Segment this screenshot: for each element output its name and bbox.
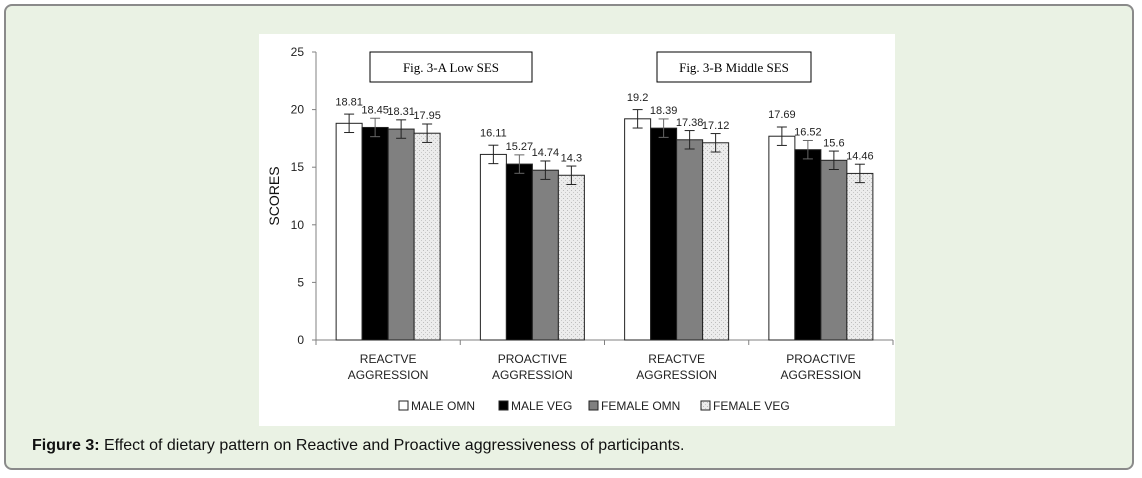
bar-male-veg <box>505 163 533 341</box>
data-label: 17.69 <box>768 109 796 121</box>
legend-swatch <box>588 400 599 411</box>
caption-label: Figure 3: <box>32 437 100 454</box>
data-label: 14.46 <box>846 150 874 162</box>
y-tick-label: 25 <box>291 45 305 59</box>
bar-male-omn <box>479 153 507 341</box>
bar-layer <box>335 109 874 341</box>
legend-swatch <box>398 400 409 411</box>
panel-title-layer: Fig. 3-A Low SES Fig. 3-B Middle SES <box>369 51 812 83</box>
legend-label: MALE VEG <box>511 399 572 413</box>
bar-female-veg <box>846 172 874 341</box>
legend-label: MALE OMN <box>411 399 475 413</box>
legend: MALE OMN MALE VEG FEMALE OMN FEMALE VEG <box>398 399 790 413</box>
axis-layer: 0 5 10 15 20 25 SCORES REACTVE AGGRESSION PROACTI… <box>266 45 894 382</box>
bar-female-omn <box>676 139 704 341</box>
bar-female-omn <box>387 128 415 341</box>
bar-male-omn <box>768 135 796 341</box>
panel-title-box <box>369 51 533 83</box>
y-tick-label: 10 <box>291 218 305 232</box>
figure-caption: Figure 3: Effect of dietary pattern on R… <box>32 437 684 455</box>
data-label: 17.95 <box>413 110 441 122</box>
bar-female-veg <box>413 132 441 341</box>
data-label: 16.52 <box>794 127 822 139</box>
y-tick-label: 15 <box>291 160 305 174</box>
data-label: 17.38 <box>676 117 704 129</box>
bar-female-omn <box>531 169 559 341</box>
chart-panel: 0 5 10 15 20 25 SCORES REACTVE AGGRESSION PROACTI… <box>259 34 895 426</box>
figure-frame: 0 5 10 15 20 25 SCORES REACTVE AGGRESSION PROACTI… <box>4 4 1134 470</box>
data-label: 15.27 <box>506 141 534 153</box>
legend-label: FEMALE VEG <box>713 399 790 413</box>
legend-swatch <box>498 400 509 411</box>
y-axis-title: SCORES <box>266 166 282 225</box>
bar-female-veg <box>557 174 585 341</box>
data-label: 15.6 <box>823 137 844 149</box>
bar-male-veg <box>361 126 389 341</box>
x-category-label: AGGRESSION <box>636 368 717 382</box>
data-label: 18.45 <box>361 104 389 116</box>
data-label: 18.31 <box>387 106 415 118</box>
bar-male-omn <box>335 122 363 341</box>
data-label: 18.39 <box>650 105 678 117</box>
bar-chart: 0 5 10 15 20 25 SCORES REACTVE AGGRESSION PROACTI… <box>266 45 894 413</box>
label-layer: 18.8116.1119.217.6918.4515.2718.3916.521… <box>335 92 873 164</box>
y-tick-label: 20 <box>291 103 305 117</box>
bar-female-omn <box>820 159 848 341</box>
panel-title: Fig. 3-A Low SES <box>403 60 499 75</box>
data-label: 14.3 <box>561 152 582 164</box>
x-category-label: AGGRESSION <box>492 368 573 382</box>
data-label: 19.2 <box>627 92 648 104</box>
y-tick-label: 0 <box>297 333 304 347</box>
data-label: 18.81 <box>335 96 363 108</box>
bar-male-veg <box>650 127 678 341</box>
legend-label: FEMALE OMN <box>601 399 680 413</box>
y-tick-label: 5 <box>297 275 304 289</box>
x-category-label: PROACTIVE <box>498 352 567 366</box>
data-label: 16.11 <box>480 127 507 139</box>
data-label: 17.12 <box>702 120 730 132</box>
x-category-label: REACTVE <box>360 352 417 366</box>
panel-title-box <box>656 51 812 83</box>
x-category-label: AGGRESSION <box>348 368 429 382</box>
bar-male-veg <box>794 149 822 341</box>
legend-swatch <box>700 400 711 411</box>
x-category-label: AGGRESSION <box>781 368 862 382</box>
panel-title: Fig. 3-B Middle SES <box>679 60 789 75</box>
x-category-label: REACTVE <box>648 352 705 366</box>
data-label: 14.74 <box>532 147 560 159</box>
bar-female-veg <box>702 142 730 341</box>
bar-male-omn <box>624 118 652 341</box>
x-category-label: PROACTIVE <box>786 352 855 366</box>
caption-text: Effect of dietary pattern on Reactive an… <box>99 437 685 454</box>
